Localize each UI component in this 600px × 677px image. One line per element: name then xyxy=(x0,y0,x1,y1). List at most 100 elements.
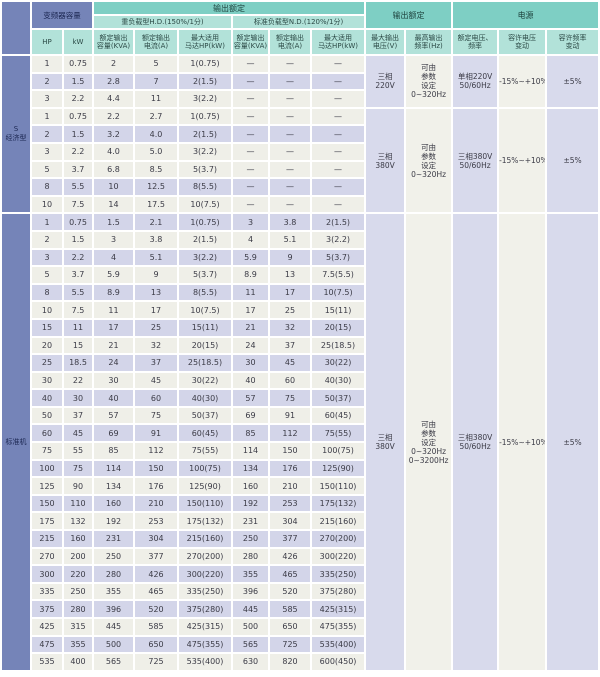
cell: 355 xyxy=(233,566,268,582)
table-row: 3 2.2 4.4 11 3(2.2) — — — xyxy=(2,91,598,107)
cell: 45 xyxy=(64,425,92,442)
cell: 10 xyxy=(94,179,133,195)
cell: 40 xyxy=(32,390,62,406)
cell: — xyxy=(270,73,310,90)
cell: 91 xyxy=(270,407,310,424)
cell: 21 xyxy=(233,319,268,336)
cell: 134 xyxy=(94,478,133,494)
cell: — xyxy=(233,73,268,90)
cell: 75 xyxy=(64,460,92,477)
cell: 1.5 xyxy=(64,231,92,248)
table-row: 535 400 565 725 535(400) 630 820 600(450) xyxy=(2,654,598,670)
column-header-3: 额定输出 电流(A) xyxy=(135,30,177,54)
cell: 2 xyxy=(32,126,62,142)
merged-voltage-fluctuation-cell: -15%~+10% xyxy=(499,214,546,670)
cell: 24 xyxy=(233,337,268,354)
cell: 5(3.7) xyxy=(179,267,231,283)
cell: — xyxy=(312,108,365,125)
cell: 1.5 xyxy=(64,73,92,90)
column-header-7: 最大适用 马达HP(kW) xyxy=(312,30,365,54)
cell: — xyxy=(312,56,365,72)
cell: 8.9 xyxy=(233,267,268,283)
cell: — xyxy=(270,179,310,195)
cell: 8.9 xyxy=(94,284,133,301)
cell: 12.5 xyxy=(135,179,177,195)
cell: 17 xyxy=(94,319,133,336)
cell: 25(18.5) xyxy=(312,337,365,354)
cell: 5.9 xyxy=(94,267,133,283)
cell: 5.5 xyxy=(64,179,92,195)
cell: 270 xyxy=(32,548,62,565)
cell: 3 xyxy=(233,214,268,230)
table-row: 150 110 160 210 150(110) 192 253 175(132) xyxy=(2,495,598,512)
table-row: 3 2.2 4.0 5.0 3(2.2) — — — xyxy=(2,143,598,160)
column-header-11: 容许电压 变动 xyxy=(499,30,546,54)
cell: 114 xyxy=(233,443,268,459)
cell: 150 xyxy=(135,460,177,477)
table-row: 75 55 85 112 75(55) 114 150 100(75) xyxy=(2,443,598,459)
cell: 215 xyxy=(32,531,62,547)
cell: 270(200) xyxy=(179,548,231,565)
cell: 11 xyxy=(94,302,133,318)
cell: — xyxy=(233,179,268,195)
cell: 377 xyxy=(135,548,177,565)
merged-frequency-cell: 可由 参数 设定 0~320Hz 0~3200Hz xyxy=(406,214,452,670)
cell: 45 xyxy=(135,372,177,389)
cell: 0.75 xyxy=(64,108,92,125)
cell: 253 xyxy=(270,495,310,512)
header-row-1: 变频器容量 输出额定 输出额定 电源 xyxy=(2,2,599,54)
cell: 3.8 xyxy=(270,214,310,230)
cell: 400 xyxy=(64,654,92,670)
cell: 335(250) xyxy=(179,583,231,600)
table-row: 2 1.5 3.2 4.0 2(1.5) — — — xyxy=(2,126,598,142)
cell: — xyxy=(233,143,268,160)
cell: 535(400) xyxy=(312,636,365,653)
header-normal-duty: 标准负载型N.D.(120%/1分) xyxy=(233,16,365,28)
cell: — xyxy=(312,73,365,90)
cell: 2.1 xyxy=(135,214,177,230)
section-label: S 经济型 xyxy=(2,56,30,213)
cell: — xyxy=(270,91,310,107)
cell: 60 xyxy=(32,425,62,442)
table-row: 175 132 192 253 175(132) 231 304 215(160) xyxy=(2,513,598,530)
cell: 10(7.5) xyxy=(179,196,231,213)
cell: 17 xyxy=(135,302,177,318)
table-header: 变频器容量 输出额定 输出额定 电源 重负载型H.D.(150%/1分) 标准负载型N.D… xyxy=(2,2,599,54)
cell: 475(355) xyxy=(312,619,365,635)
cell: — xyxy=(270,196,310,213)
cell: 4.4 xyxy=(94,91,133,107)
table-body: S 经济型 1 0.75 2 5 1(0.75) — — — 三相 220V 可由 参数 设定 0~… xyxy=(2,56,599,670)
cell: 57 xyxy=(233,390,268,406)
cell: 426 xyxy=(270,548,310,565)
cell: 600(450) xyxy=(312,654,365,670)
header-heavy-duty: 重负载型H.D.(150%/1分) xyxy=(94,16,231,28)
merged-frequency-cell: 可由 参数 设定 0~320Hz xyxy=(406,108,452,213)
cell: 7.5 xyxy=(64,302,92,318)
cell: 377 xyxy=(270,531,310,547)
cell: 175(132) xyxy=(179,513,231,530)
cell: 160 xyxy=(94,495,133,512)
cell: 425(315) xyxy=(312,601,365,617)
cell: — xyxy=(233,56,268,72)
cell: 20(15) xyxy=(312,319,365,336)
header-row-2: 重负载型H.D.(150%/1分) 标准负载型N.D.(120%/1分) xyxy=(2,16,598,28)
cell: 160 xyxy=(233,478,268,494)
table-row: 20 15 21 32 20(15) 24 37 25(18.5) xyxy=(2,337,598,354)
cell: 30 xyxy=(32,372,62,389)
cell: 215(160) xyxy=(312,513,365,530)
cell: 585 xyxy=(270,601,310,617)
cell: 112 xyxy=(270,425,310,442)
cell: 3(2.2) xyxy=(179,249,231,266)
cell: 15(11) xyxy=(179,319,231,336)
column-header-12: 容许频率 变动 xyxy=(547,30,599,54)
cell: 50 xyxy=(32,407,62,424)
cell: 30 xyxy=(233,355,268,371)
column-header-4: 最大适用 马达HP(kW) xyxy=(179,30,231,54)
cell: 500 xyxy=(94,636,133,653)
cell: 5(3.7) xyxy=(179,161,231,178)
cell: 10(7.5) xyxy=(312,284,365,301)
cell: 1(0.75) xyxy=(179,214,231,230)
cell: 1.5 xyxy=(94,214,133,230)
cell: 304 xyxy=(135,531,177,547)
